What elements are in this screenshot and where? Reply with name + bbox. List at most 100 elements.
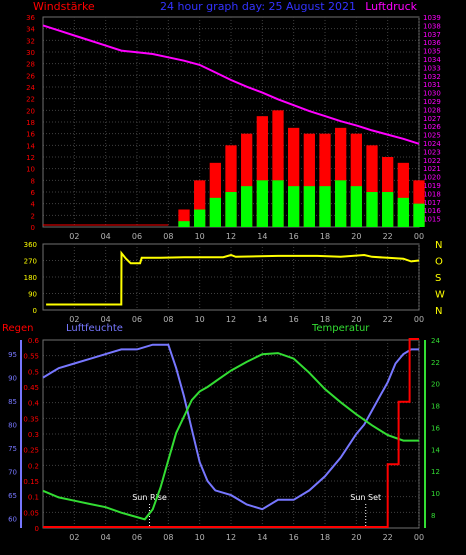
- rain-tick-label: 0.55: [23, 353, 39, 361]
- pressure-tick-label: 1030: [423, 90, 441, 98]
- x-tick-label: 00: [414, 315, 424, 324]
- compass-tick-label: O: [435, 257, 443, 268]
- rain-tick-label: 0.2: [28, 462, 39, 470]
- compass-tick-label: W: [435, 290, 445, 301]
- pressure-tick-label: 1033: [423, 64, 441, 72]
- x-tick-label: 22: [383, 232, 393, 241]
- wind-tick-label: 22: [26, 96, 35, 104]
- wind-tick-label: 20: [26, 107, 35, 115]
- wind-gust-bar: [319, 133, 331, 227]
- compass-tick-label: N: [435, 240, 442, 251]
- rain-humidity-temperature-panel: Regen Luftfeuchte Temperatur 0 0.05 0.1 0.15 0.…: [2, 323, 440, 542]
- humidity-tick-label: 85: [8, 398, 17, 406]
- x-tick-label: 06: [132, 232, 142, 241]
- wind-gust-bar: [335, 127, 347, 227]
- wind-gust-bar: [303, 133, 315, 227]
- x-tick-label: 04: [101, 315, 111, 324]
- wind-gust-bar: [194, 180, 206, 227]
- x-tick-label: 14: [257, 232, 267, 241]
- wind-gust-bar: [397, 162, 409, 227]
- pressure-tick-label: 1018: [423, 190, 441, 198]
- x-tick-label: 12: [226, 315, 236, 324]
- x-tick-label: 18: [320, 232, 330, 241]
- humidity-tick-label: 65: [8, 492, 17, 500]
- rain-tick-label: 0.1: [28, 494, 39, 502]
- wind-avg-bar: [272, 180, 284, 227]
- pressure-axis-title: Luftdruck: [365, 0, 417, 13]
- x-tick-label: 04: [101, 232, 111, 241]
- wind-tick-label: 34: [26, 26, 35, 34]
- temperature-tick-label: 22: [431, 359, 440, 367]
- humidity-tick-label: 60: [8, 516, 17, 524]
- sun-annotation: Sun Rise: [132, 493, 167, 502]
- temperature-tick-label: 8: [431, 512, 435, 520]
- pressure-tick-label: 1019: [423, 182, 441, 190]
- direction-tick-label: 180: [24, 274, 37, 282]
- x-tick-label: 00: [414, 232, 424, 241]
- compass-tick-label: N: [435, 306, 442, 317]
- x-tick-label: 16: [289, 232, 299, 241]
- sun-annotation: Sun Set: [350, 493, 381, 502]
- wind-tick-label: 32: [26, 37, 35, 45]
- wind-avg-bar: [319, 186, 331, 227]
- wind-gust-bar: [366, 145, 378, 227]
- wind-axis-title: Windstärke: [33, 0, 95, 13]
- wind-pressure-panel: 0246810121416182022242628303234361015101…: [26, 14, 441, 241]
- wind-tick-label: 24: [26, 84, 35, 92]
- wind-tick-label: 30: [26, 49, 35, 57]
- pressure-tick-label: 1024: [423, 140, 441, 148]
- temperature-tick-label: 10: [431, 490, 440, 498]
- wind-gust-bar: [241, 133, 253, 227]
- wind-direction-line: [46, 250, 420, 306]
- wind-avg-bar: [288, 186, 300, 227]
- rain-legend-label: Regen: [2, 323, 34, 334]
- pressure-line: [42, 24, 420, 145]
- pressure-tick-label: 1027: [423, 115, 441, 123]
- pressure-tick-label: 1034: [423, 56, 441, 64]
- x-tick-label: 00: [414, 533, 424, 542]
- x-tick-label: 20: [351, 232, 361, 241]
- wind-avg-bar: [194, 209, 206, 227]
- direction-tick-label: 90: [28, 291, 37, 299]
- wind-avg-bar: [366, 192, 378, 227]
- rain-tick-label: 0.5: [28, 368, 39, 376]
- pressure-tick-label: 1039: [423, 14, 441, 22]
- wind-avg-bar: [209, 197, 221, 227]
- x-tick-label: 14: [257, 533, 267, 542]
- x-tick-label: 04: [101, 533, 111, 542]
- wind-gust-bar: [209, 162, 221, 227]
- humidity-tick-label: 90: [8, 375, 17, 383]
- pressure-tick-label: 1038: [423, 22, 441, 30]
- wind-tick-label: 0: [31, 224, 35, 232]
- temperature-tick-label: 18: [431, 403, 440, 411]
- compass-tick-label: S: [435, 273, 441, 284]
- x-tick-label: 02: [69, 315, 79, 324]
- x-tick-label: 20: [351, 533, 361, 542]
- temperature-tick-label: 20: [431, 381, 440, 389]
- wind-tick-label: 36: [26, 14, 35, 22]
- rain-line: [43, 338, 419, 528]
- wind-tick-label: 28: [26, 61, 35, 69]
- pressure-tick-label: 1016: [423, 207, 441, 215]
- humidity-tick-label: 70: [8, 469, 17, 477]
- humidity-tick-label: 95: [8, 351, 17, 359]
- wind-gust-bar: [288, 127, 300, 227]
- wind-tick-label: 2: [31, 212, 35, 220]
- wind-gust-bar: [178, 209, 190, 227]
- wind-gust-bar: [225, 145, 237, 227]
- temperature-tick-label: 16: [431, 424, 440, 432]
- pressure-tick-label: 1021: [423, 165, 441, 173]
- wind-tick-label: 10: [26, 166, 35, 174]
- rain-tick-label: 0.05: [23, 509, 39, 517]
- wind-tick-label: 26: [26, 72, 35, 80]
- humidity-line: [42, 343, 419, 511]
- wind-gust-bar: [413, 180, 425, 227]
- wind-avg-bar: [256, 180, 268, 227]
- rain-tick-label: 0.6: [28, 337, 40, 345]
- wind-tick-label: 12: [26, 154, 35, 162]
- x-tick-label: 02: [69, 533, 79, 542]
- wind-avg-bar: [335, 180, 347, 227]
- rain-tick-label: 0.45: [23, 384, 39, 392]
